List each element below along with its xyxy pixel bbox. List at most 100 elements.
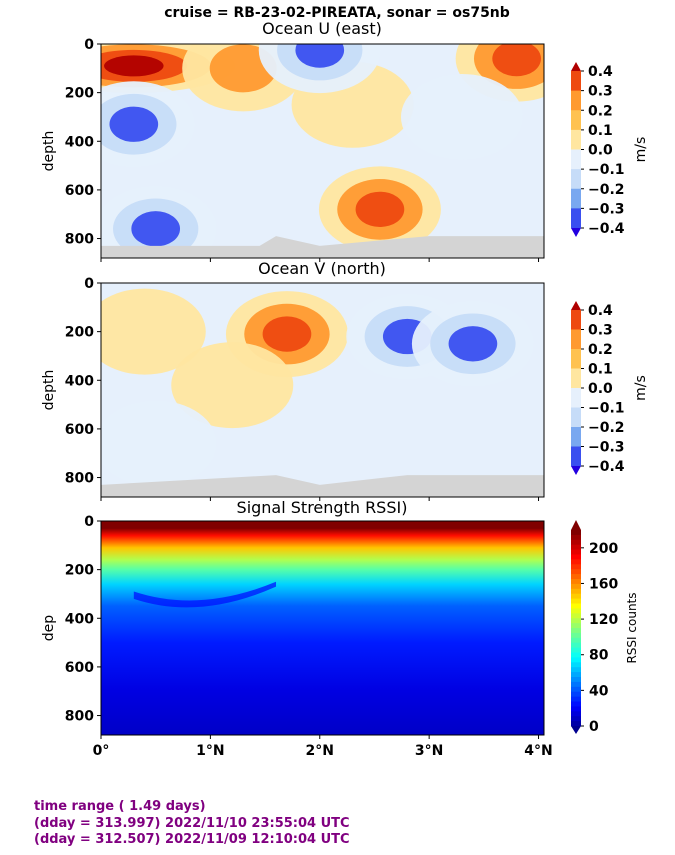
colorbar-swatch [571, 349, 581, 369]
plot-area: 0 200 400 600 800 0° 1°N 2°N 3°N 4°N [65, 514, 553, 759]
colorbar-swatch [571, 623, 581, 629]
colorbar-swatch [571, 208, 581, 229]
colorbar-swatch [571, 564, 581, 570]
colorbar-tick-label: 160 [589, 576, 618, 592]
y-axis-label: depth [41, 131, 57, 172]
colorbar-tick-label: −0.2 [588, 420, 625, 436]
colorbar-swatch [571, 603, 581, 609]
colorbar-swatch [571, 628, 581, 634]
colorbar-tick-label: −0.4 [588, 221, 625, 237]
contour-feature [448, 326, 498, 362]
axis-labels: depth [41, 131, 57, 172]
contour-feature [131, 211, 181, 247]
colorbar-swatch [571, 554, 581, 560]
y-tick-label: 800 [65, 232, 94, 248]
colorbar-tick-label: 0.1 [588, 123, 613, 139]
colorbar-swatch [571, 618, 581, 624]
rssi-field [101, 521, 544, 735]
colorbar-extend-bottom [571, 228, 581, 237]
colorbar-swatch [571, 677, 581, 683]
x-tick-label: 3°N [415, 743, 443, 759]
colorbar-swatch [571, 608, 581, 614]
colorbar-label: RSSI counts [625, 592, 639, 663]
colorbar-swatch [571, 701, 581, 707]
colorbar-extend-top [571, 301, 581, 310]
colorbar-extend-top [571, 62, 581, 71]
colorbar-tick-label: 0.2 [588, 103, 613, 119]
colorbar-extend-bottom [571, 726, 581, 734]
colorbar-swatch [571, 716, 581, 722]
panel-title: Signal Strength RSSI) [237, 498, 408, 517]
x-tick-label: 2°N [306, 743, 334, 759]
colorbar-tick-label: 0.3 [588, 323, 613, 339]
footer: time range ( 1.49 days) (dday = 313.997)… [34, 799, 350, 847]
colorbar-swatch [571, 427, 581, 447]
colorbar-tick-label: 120 [589, 612, 618, 628]
x-tick-label: 4°N [524, 743, 552, 759]
contour-feature [109, 106, 159, 142]
colorbar-tick-label: 0.0 [588, 143, 613, 159]
x-tick-label: 0° [93, 743, 110, 759]
colorbar-swatch [571, 657, 581, 663]
y-tick-label: 600 [65, 183, 94, 199]
colorbar-swatch [571, 169, 581, 190]
colorbar-swatch [571, 613, 581, 619]
x-tick-label: 1°N [196, 743, 224, 759]
colorbar-swatch [571, 667, 581, 673]
panel-ocean-u: Ocean U (east) 0 200 400 600 800 depth m/s 0… [41, 19, 649, 262]
no-data-region [101, 475, 544, 497]
colorbar-tick-label: 0.4 [588, 303, 613, 319]
colorbar-swatch [571, 549, 581, 555]
colorbar-tick-label: −0.4 [588, 459, 625, 475]
colorbar-tick-label: 0.2 [588, 342, 613, 358]
colorbar-tick-label: −0.1 [588, 162, 625, 178]
footer-time-range: time range ( 1.49 days) [34, 799, 206, 814]
colorbar-swatch [571, 681, 581, 688]
figure-suptitle: cruise = RB-23-02-PIREATA, sonar = os75n… [164, 5, 510, 21]
colorbar-swatch [571, 569, 581, 575]
footer-end-time: (dday = 313.997) 2022/11/10 23:55:04 UTC [34, 816, 350, 831]
colorbar-swatch [571, 696, 581, 702]
colorbar-swatch [571, 329, 581, 350]
colorbar-extend-top [571, 520, 581, 530]
contour-feature [262, 316, 312, 352]
colorbar: m/s 0.4 0.3 0.2 0.1 0.0 −0.1 −0.2 −0.3 −0.4 [571, 62, 649, 237]
colorbar-swatch [571, 593, 581, 600]
colorbar-swatch [571, 647, 581, 653]
panel-title: Ocean V (north) [258, 259, 386, 278]
panel-title: Ocean U (east) [262, 19, 382, 38]
colorbar-tick-label: −0.3 [588, 201, 625, 217]
y-tick-label: 600 [65, 660, 94, 676]
panel-ocean-v: Ocean V (north) 0 200 400 600 800 depth m/s … [41, 259, 649, 501]
colorbar-swatch [571, 706, 581, 712]
y-tick-label: 200 [65, 563, 94, 579]
colorbar-swatch [571, 71, 581, 92]
colorbar-swatch [571, 686, 581, 693]
contour-feature [101, 288, 206, 375]
colorbar-swatch [571, 534, 581, 541]
colorbar-tick-label: −0.1 [588, 401, 625, 417]
plot-frame [100, 520, 545, 736]
colorbar-tick-label: 200 [589, 541, 618, 557]
y-tick-label: 0 [84, 37, 94, 53]
colorbar-swatch [571, 149, 581, 170]
colorbar-swatch [571, 407, 581, 428]
footer-start-time: (dday = 312.507) 2022/11/09 12:10:04 UTC [34, 832, 350, 847]
colorbar-swatch [571, 642, 581, 649]
plot-area: 0 200 400 600 800 [65, 37, 545, 262]
colorbar-tick-label: 0.1 [588, 362, 613, 378]
rssi-feature [133, 581, 277, 608]
colorbar-swatch [571, 539, 581, 546]
contour-feature [171, 342, 294, 429]
y-tick-label: 600 [65, 422, 94, 438]
y-axis-label: depth [41, 370, 57, 411]
colorbar-extend-bottom [571, 466, 581, 475]
plot-frame [100, 282, 545, 498]
colorbar-tick-label: −0.3 [588, 440, 625, 456]
colorbar-tick-label: 40 [589, 683, 609, 699]
axis-labels: depth [41, 370, 57, 411]
y-tick-label: 800 [65, 471, 94, 487]
y-tick-label: 400 [65, 134, 94, 150]
contour-feature [355, 191, 405, 228]
